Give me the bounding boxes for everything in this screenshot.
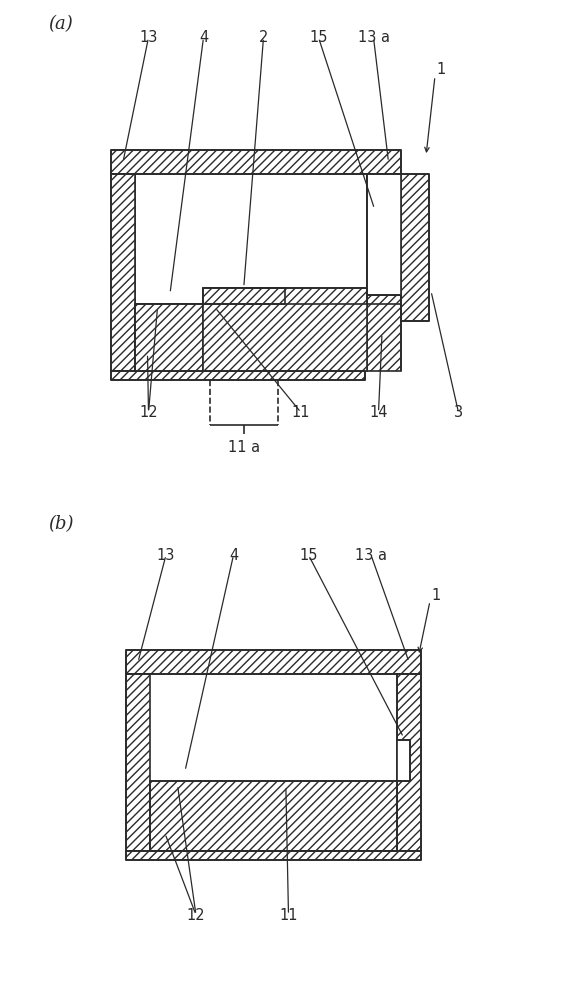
Text: 15: 15	[299, 548, 318, 562]
Text: 1: 1	[436, 62, 446, 78]
Text: 13 a: 13 a	[355, 548, 387, 562]
Text: 11 a: 11 a	[228, 440, 260, 455]
Text: 14: 14	[369, 405, 388, 420]
Text: 11: 11	[292, 405, 310, 420]
Text: 2: 2	[259, 30, 268, 45]
Text: 4: 4	[229, 548, 238, 562]
Text: 12: 12	[187, 908, 205, 922]
Bar	[126, 674, 150, 851]
Text: 13 a: 13 a	[357, 30, 389, 45]
Bar	[135, 165, 367, 304]
Bar	[397, 674, 421, 851]
Bar	[111, 371, 365, 380]
Bar	[401, 174, 428, 321]
Bar	[126, 650, 421, 674]
Bar	[397, 740, 410, 781]
Text: 12: 12	[139, 405, 158, 420]
Bar	[135, 304, 202, 371]
Text: 11: 11	[279, 908, 298, 922]
Bar	[202, 288, 367, 371]
Bar	[202, 288, 285, 304]
Text: 15: 15	[309, 30, 328, 45]
Text: 13: 13	[157, 548, 175, 562]
Bar	[367, 174, 401, 294]
Text: 13: 13	[139, 30, 158, 45]
Bar	[150, 781, 397, 851]
Text: (b): (b)	[48, 515, 74, 533]
Text: (a): (a)	[48, 15, 73, 33]
Bar	[111, 150, 401, 174]
Bar	[126, 851, 421, 860]
Text: 1: 1	[432, 587, 441, 602]
Bar	[367, 294, 401, 371]
Bar	[111, 174, 135, 371]
Text: 4: 4	[199, 30, 208, 45]
Text: 3: 3	[454, 405, 463, 420]
